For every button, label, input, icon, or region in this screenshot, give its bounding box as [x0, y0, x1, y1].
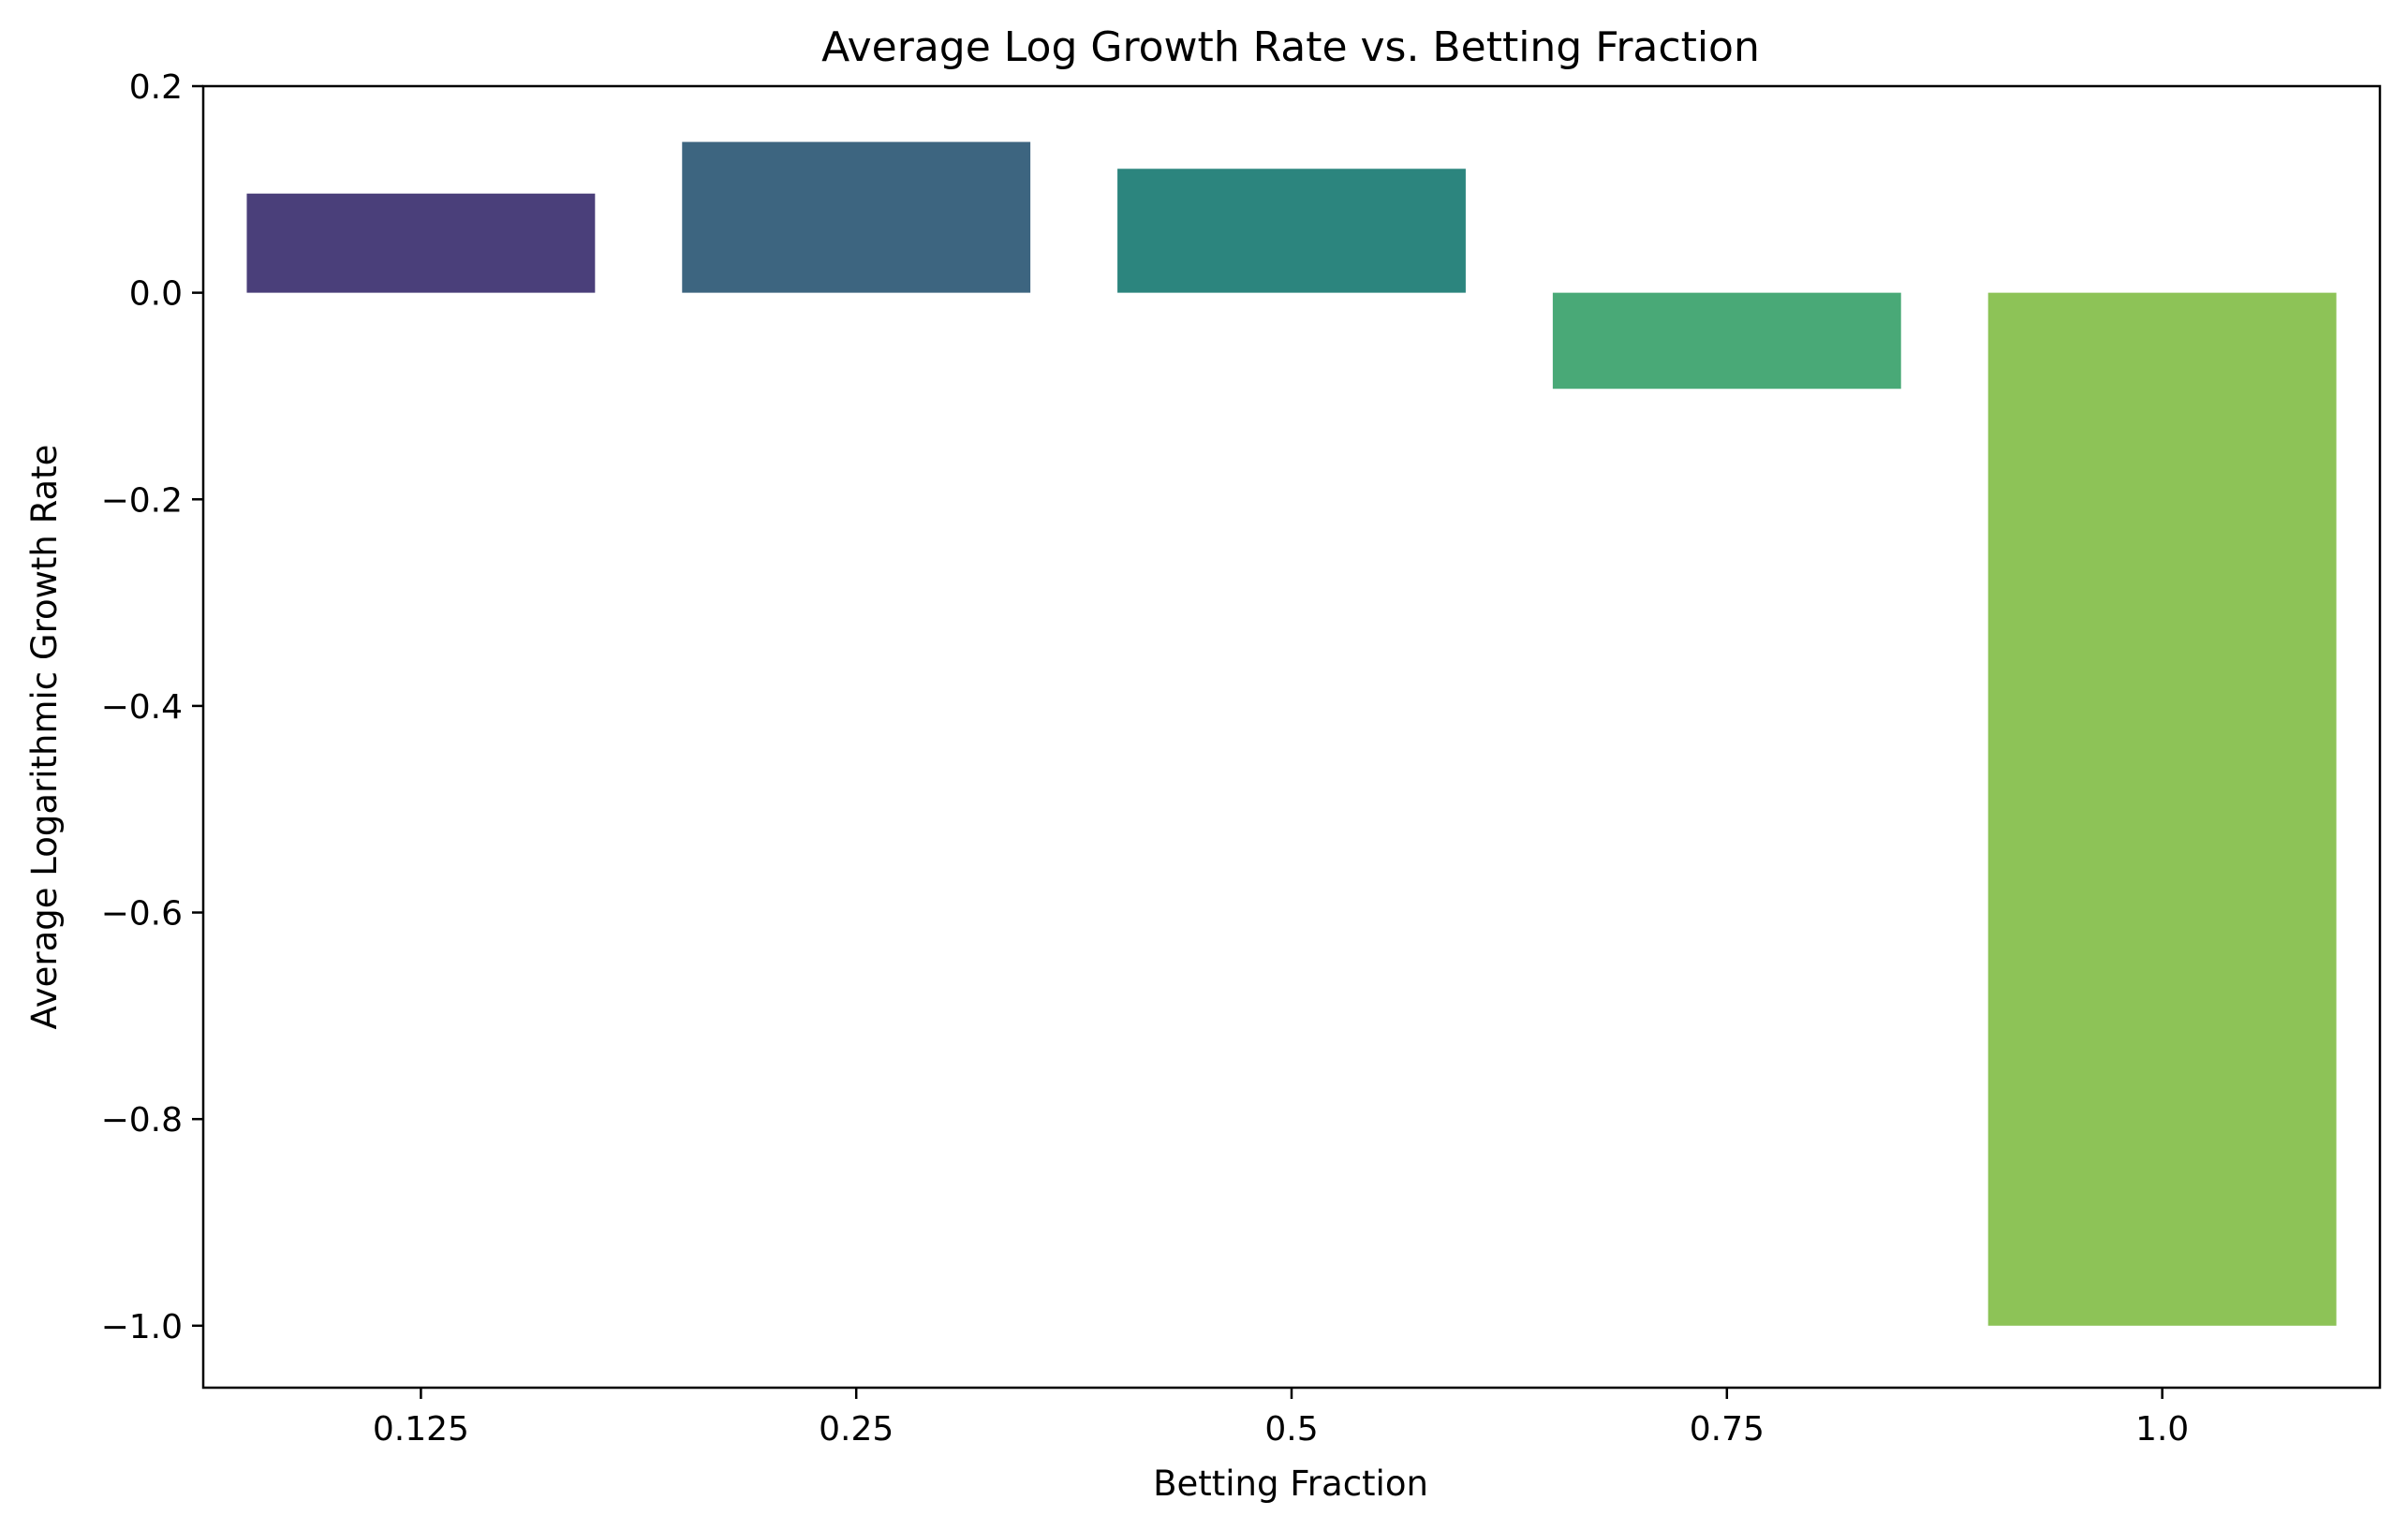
bar-0.5	[1117, 169, 1466, 293]
chart-title: Average Log Growth Rate vs. Betting Frac…	[821, 23, 1760, 71]
bar-1.0	[1987, 292, 2337, 1326]
bar-0.25	[682, 141, 1031, 293]
y-tick-label: 0.0	[129, 275, 183, 314]
bars-group	[246, 141, 2337, 1326]
x-tick-label: 0.75	[1690, 1410, 1765, 1449]
y-axis-label: Average Logarithmic Growth Rate	[24, 445, 65, 1030]
y-tick-label: −1.0	[101, 1308, 183, 1346]
y-axis: 0.2 0.0 −0.2 −0.4 −0.6 −0.8 −1.0	[101, 68, 203, 1346]
x-tick-label: 0.125	[373, 1410, 469, 1449]
y-tick-label: −0.2	[101, 481, 183, 520]
y-tick-label: 0.2	[129, 68, 183, 107]
x-tick-label: 1.0	[2135, 1410, 2189, 1449]
bar-0.125	[246, 193, 596, 293]
y-tick-label: −0.6	[101, 895, 183, 934]
x-tick-label: 0.25	[819, 1410, 894, 1449]
x-axis: 0.125 0.25 0.5 0.75 1.0	[373, 1388, 2189, 1449]
y-tick-label: −0.4	[101, 688, 183, 727]
x-axis-label: Betting Fraction	[1153, 1464, 1428, 1504]
x-tick-label: 0.5	[1264, 1410, 1318, 1449]
bar-0.75	[1552, 292, 1901, 390]
y-tick-label: −0.8	[101, 1101, 183, 1140]
